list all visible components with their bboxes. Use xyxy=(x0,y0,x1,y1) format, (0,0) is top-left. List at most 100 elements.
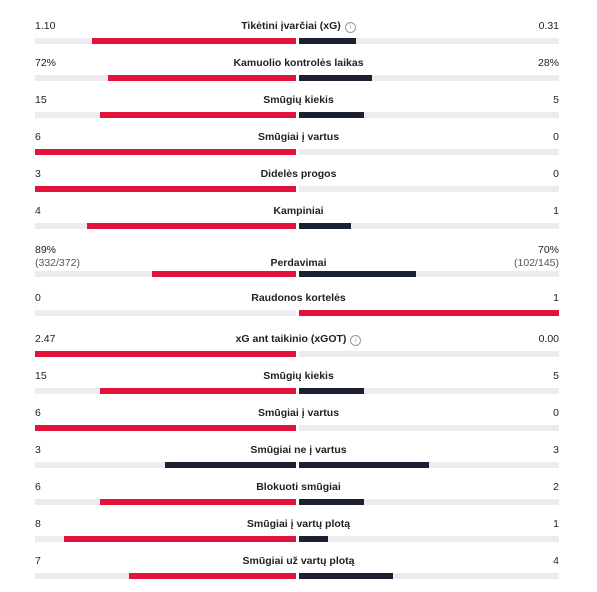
home-bar-fill xyxy=(64,536,296,542)
away-bar-fill xyxy=(299,38,356,44)
away-bar-fill xyxy=(299,573,393,579)
away-value: 1 xyxy=(553,205,559,217)
stat-label-text: Didelės progos xyxy=(260,168,337,180)
away-value: 5 xyxy=(553,370,559,382)
home-bar-track xyxy=(35,351,296,357)
home-bar-track xyxy=(35,186,296,192)
stat-label-text: Tikėtini įvarčiai (xG) xyxy=(241,20,341,32)
stat-label: Kamuolio kontrolės laikas xyxy=(0,57,597,69)
stat-row: 15 5 Smūgių kiekis xyxy=(0,370,597,407)
stat-row: 6 0 Smūgiai į vartus xyxy=(0,131,597,168)
stat-row: 6 2 Blokuoti smūgiai xyxy=(0,481,597,518)
home-bar-track xyxy=(35,112,296,118)
stat-label: Smūgiai į vartus xyxy=(0,131,597,143)
home-value-detail: (332/372) xyxy=(35,257,80,269)
stat-label: Smūgių kiekis xyxy=(0,94,597,106)
away-value: 70% xyxy=(537,244,559,256)
stat-row: 6 0 Smūgiai į vartus xyxy=(0,407,597,444)
away-value: 4 xyxy=(553,555,559,567)
stat-label: Smūgiai už vartų plotą xyxy=(0,555,597,567)
away-bar-track xyxy=(299,38,559,44)
stat-row: 0 1 Raudonos kortelės xyxy=(0,292,597,329)
home-bar-track xyxy=(35,536,296,542)
home-bar-track xyxy=(35,271,296,277)
away-value-detail: (102/145) xyxy=(514,257,559,269)
away-bar-fill xyxy=(299,536,328,542)
stat-row: 2.47 0.00 xG ant taikinio (xGOT) i xyxy=(0,333,597,370)
home-bar-fill xyxy=(129,573,296,579)
info-icon[interactable]: i xyxy=(344,22,356,33)
home-value: 0 xyxy=(35,292,41,304)
home-value: 6 xyxy=(35,407,41,419)
stat-label: Raudonos kortelės xyxy=(0,292,597,304)
away-bar-track xyxy=(299,75,559,81)
stat-label-text: Smūgių kiekis xyxy=(263,94,334,106)
stat-label-text: Raudonos kortelės xyxy=(251,292,346,304)
home-value: 15 xyxy=(35,94,47,106)
away-bar-track xyxy=(299,536,559,542)
home-value: 7 xyxy=(35,555,41,567)
away-value: 5 xyxy=(553,94,559,106)
home-value: 1.10 xyxy=(35,20,56,32)
away-bar-fill xyxy=(299,112,364,118)
away-bar-track xyxy=(299,388,559,394)
away-bar-track xyxy=(299,271,559,277)
away-value: 2 xyxy=(553,481,559,493)
home-bar-fill xyxy=(35,149,296,155)
away-value: 0 xyxy=(553,131,559,143)
away-value: 1 xyxy=(553,518,559,530)
home-value: 72% xyxy=(35,57,57,69)
away-value: 0.31 xyxy=(538,20,559,32)
home-bar-fill xyxy=(152,271,296,277)
home-bar-fill xyxy=(35,186,296,192)
stat-label-text: Smūgiai į vartus xyxy=(257,131,340,143)
stat-label: Blokuoti smūgiai xyxy=(0,481,597,493)
stat-label: Smūgiai ne į vartus xyxy=(0,444,597,456)
home-bar-track xyxy=(35,223,296,229)
home-bar-track xyxy=(35,310,296,316)
home-bar-fill xyxy=(100,388,296,394)
home-bar-fill xyxy=(100,112,296,118)
away-bar-fill xyxy=(299,271,416,277)
home-value: 2.47 xyxy=(35,333,56,345)
away-value: 0 xyxy=(553,407,559,419)
away-bar-fill xyxy=(299,462,429,468)
home-bar-track xyxy=(35,573,296,579)
stat-row: 1.10 0.31 Tikėtini įvarčiai (xG) i xyxy=(0,20,597,57)
away-bar-fill xyxy=(299,223,351,229)
stat-label: Smūgių kiekis xyxy=(0,370,597,382)
stat-label-text: Smūgiai į vartus xyxy=(257,407,340,419)
away-bar-fill xyxy=(299,499,364,505)
stat-label-text: Smūgiai už vartų plotą xyxy=(242,555,355,567)
stat-label: Smūgiai į vartų plotą xyxy=(0,518,597,530)
home-value: 15 xyxy=(35,370,47,382)
stat-label-text: Blokuoti smūgiai xyxy=(256,481,341,493)
away-bar-track xyxy=(299,186,559,192)
stat-row: 7 4 Smūgiai už vartų plotą xyxy=(0,555,597,592)
home-value: 4 xyxy=(35,205,41,217)
stat-label-text: Perdavimai xyxy=(270,257,327,269)
stat-label-text: Kamuolio kontrolės laikas xyxy=(233,57,364,69)
home-value: 8 xyxy=(35,518,41,530)
home-bar-track xyxy=(35,75,296,81)
stat-row: 72% 28% Kamuolio kontrolės laikas xyxy=(0,57,597,94)
home-value: 89% xyxy=(35,244,57,256)
home-bar-fill xyxy=(165,462,296,468)
away-value: 3 xyxy=(553,444,559,456)
info-icon[interactable]: i xyxy=(350,335,362,346)
home-bar-track xyxy=(35,425,296,431)
home-value: 6 xyxy=(35,481,41,493)
away-bar-track xyxy=(299,573,559,579)
away-bar-fill xyxy=(299,388,364,394)
stat-label: Tikėtini įvarčiai (xG) i xyxy=(0,20,597,33)
stat-label-text: Kampiniai xyxy=(273,205,324,217)
away-value: 0.00 xyxy=(538,333,559,345)
away-bar-track xyxy=(299,351,559,357)
stat-label-text: Smūgių kiekis xyxy=(263,370,334,382)
home-value: 3 xyxy=(35,168,41,180)
away-bar-track xyxy=(299,310,559,316)
stat-row: 15 5 Smūgių kiekis xyxy=(0,94,597,131)
away-bar-track xyxy=(299,499,559,505)
home-value: 6 xyxy=(35,131,41,143)
stat-label: Perdavimai xyxy=(0,257,597,269)
